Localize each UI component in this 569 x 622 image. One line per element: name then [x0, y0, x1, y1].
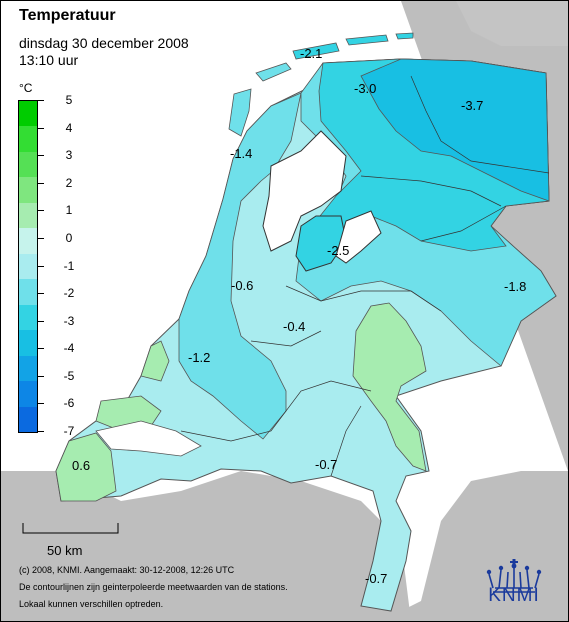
legend-color-bar	[18, 100, 38, 433]
legend-tick-mark	[38, 100, 44, 101]
legend-color-cell	[19, 151, 37, 178]
legend-tick-label: -5	[63, 368, 75, 383]
temperature-value-label: -0.7	[315, 457, 338, 472]
legend-color-cell	[19, 279, 37, 305]
map-title: Temperatuur	[19, 7, 116, 24]
scale-label: 50 km	[47, 543, 83, 558]
wadden-islands	[228, 32, 414, 137]
legend-tick-mark	[38, 155, 44, 157]
legend-tick-label: 1	[65, 203, 73, 218]
legend-color-cell	[19, 330, 37, 356]
band-minus1-west	[178, 92, 302, 440]
legend-color-cell	[19, 253, 37, 280]
province-borders	[180, 75, 550, 477]
map-time: 13:10 uur	[19, 52, 79, 68]
footer-copyright: (c) 2008, KNMI. Aangemaakt: 30-12-2008, …	[19, 565, 235, 575]
legend-tick-mark	[38, 265, 44, 267]
temperature-value-label: -0.4	[283, 319, 306, 334]
legend-tick-mark	[38, 237, 44, 239]
legend-tick-label: 3	[65, 148, 73, 163]
estuary	[95, 420, 202, 457]
legend-tick-mark	[38, 320, 44, 322]
temperature-value-label: -1.2	[188, 350, 211, 365]
legend-tick-label: 4	[65, 120, 73, 135]
temperature-value-label: -3.0	[354, 81, 377, 96]
legend-tick-label: -3	[63, 313, 75, 328]
legend-tick-mark	[38, 431, 44, 432]
legend-color-cell	[19, 355, 37, 382]
legend-color-cell	[19, 202, 37, 229]
temperature-value-label: -0.7	[365, 571, 388, 586]
legend-color-cell	[19, 126, 37, 152]
legend-tick-mark	[38, 403, 44, 405]
legend-tick-mark	[38, 127, 44, 129]
band-positive-coast	[140, 340, 170, 382]
temperature-value-label: -1.8	[504, 279, 527, 294]
legend-tick-label: 5	[65, 93, 73, 107]
legend-color-cell	[19, 101, 37, 127]
legend-tick-mark	[38, 293, 44, 295]
legend-color-cell	[19, 177, 37, 203]
legend-tick-label: 0	[65, 230, 73, 245]
legend-tick-label: -7	[63, 424, 75, 438]
map-date: dinsdag 30 december 2008	[19, 35, 189, 51]
temperature-value-label: -2.1	[300, 46, 323, 61]
band-positive-southwest	[55, 432, 117, 502]
legend-tick-mark	[38, 210, 44, 212]
legend-tick-mark	[38, 182, 44, 184]
legend-color-cell	[19, 381, 37, 407]
legend-tick-label: 2	[65, 175, 73, 190]
scale-bar	[22, 523, 119, 534]
temperature-value-label: -3.7	[461, 98, 484, 113]
legend-unit: °C	[19, 81, 33, 95]
legend-tick-label: -1	[63, 258, 75, 273]
legend-tick-mark	[38, 375, 44, 377]
footer-disclaimer: Lokaal kunnen verschillen optreden.	[19, 599, 164, 609]
legend-tick-mark	[38, 348, 44, 350]
legend-color-cell	[19, 406, 37, 433]
legend-tick-label: -4	[63, 341, 75, 356]
legend-tick-label: -2	[63, 286, 75, 301]
knmi-logo-text: KNMI	[488, 585, 540, 606]
temperature-value-label: -2.5	[327, 243, 350, 258]
temperature-value-label: 0.6	[72, 458, 91, 473]
knmi-crown-icon	[486, 559, 542, 593]
temperature-value-label: -1.4	[230, 146, 253, 161]
legend-color-cell	[19, 228, 37, 254]
temperature-value-label: -0.6	[231, 278, 254, 293]
legend-tick-label: -6	[63, 396, 75, 411]
footer-note: De contourlijnen zijn geinterpoleerde me…	[19, 582, 288, 592]
legend-color-cell	[19, 304, 37, 331]
ijsselmeer	[262, 130, 347, 252]
band-positive-east	[352, 302, 427, 472]
randmeren	[335, 210, 382, 264]
